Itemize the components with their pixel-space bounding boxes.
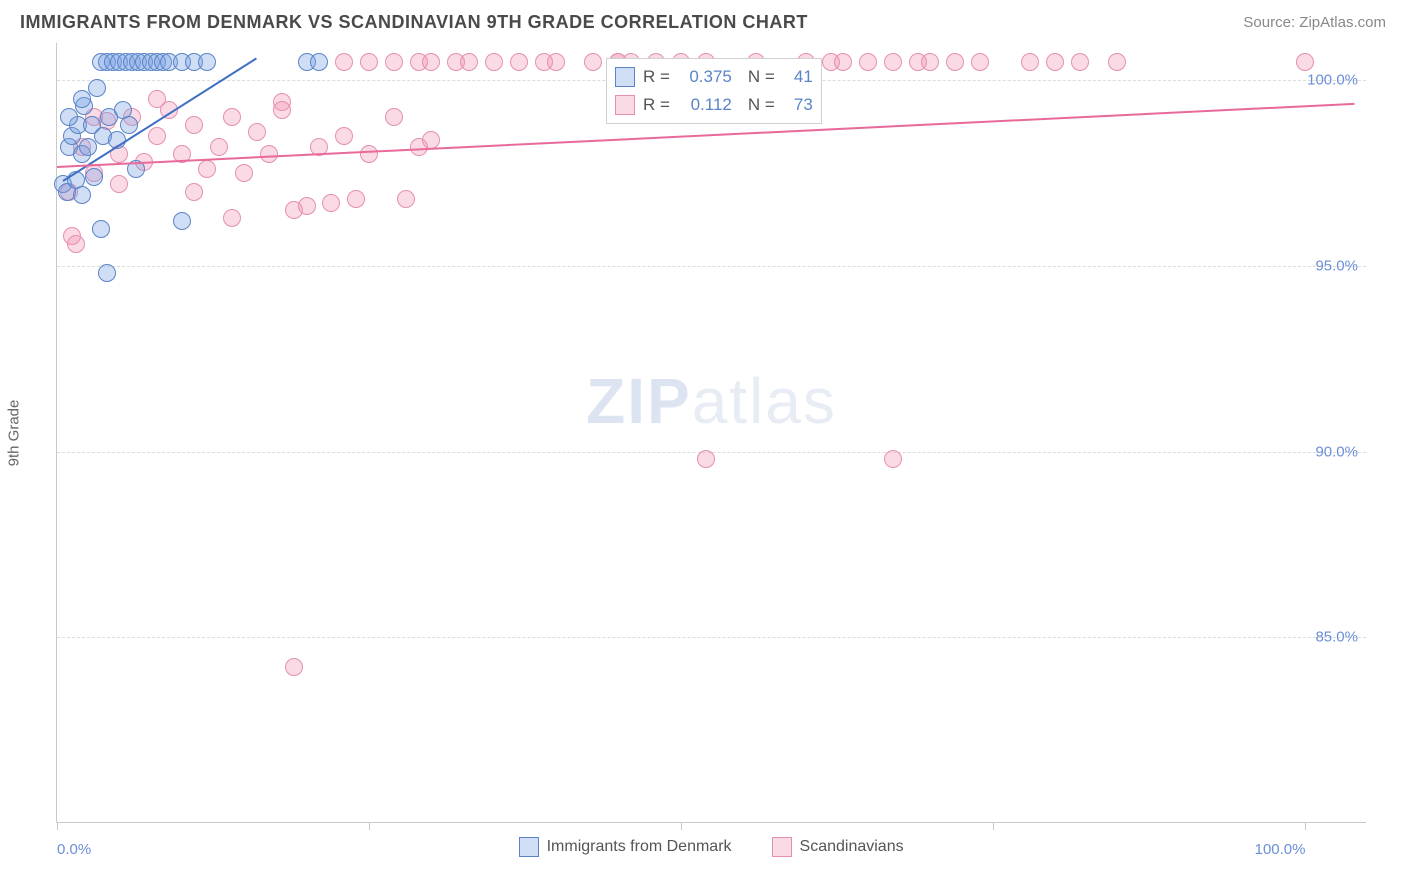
scatter-point-scand (322, 194, 340, 212)
stats-legend-box: R = 0.375 N = 41 R = 0.112 N = 73 (606, 58, 822, 124)
scatter-point-scand (510, 53, 528, 71)
scatter-point-denmark (88, 79, 106, 97)
grid-line (57, 637, 1366, 638)
scatter-point-scand (946, 53, 964, 71)
scatter-point-denmark (310, 53, 328, 71)
n-label: N = (748, 91, 775, 119)
y-axis-label: 9th Grade (6, 400, 23, 467)
scatter-point-scand (148, 127, 166, 145)
legend-swatch-scand (615, 95, 635, 115)
scatter-point-scand (185, 116, 203, 134)
scatter-point-scand (460, 53, 478, 71)
chart-container: 9th Grade ZIPatlas 85.0%90.0%95.0%100.0%… (20, 43, 1386, 823)
r-value: 0.112 (678, 91, 732, 119)
x-tick (369, 822, 370, 830)
scatter-point-scand (1021, 53, 1039, 71)
scatter-point-scand (385, 108, 403, 126)
scatter-point-denmark (173, 212, 191, 230)
n-value: 73 (783, 91, 813, 119)
scatter-point-scand (185, 183, 203, 201)
x-tick-label: 0.0% (57, 841, 91, 858)
scatter-point-scand (235, 164, 253, 182)
stats-row-scand: R = 0.112 N = 73 (615, 91, 813, 119)
scatter-point-scand (834, 53, 852, 71)
scatter-point-denmark (98, 264, 116, 282)
x-tick (57, 822, 58, 830)
x-tick (993, 822, 994, 830)
scatter-point-scand (1108, 53, 1126, 71)
grid-line (57, 266, 1366, 267)
x-tick (1305, 822, 1306, 830)
scatter-plot: ZIPatlas 85.0%90.0%95.0%100.0%0.0%100.0%… (56, 43, 1366, 823)
legend-label: Scandinavians (800, 838, 904, 856)
scatter-point-scand (223, 108, 241, 126)
source-name: ZipAtlas.com (1299, 14, 1386, 31)
scatter-point-scand (335, 53, 353, 71)
scatter-point-scand (285, 658, 303, 676)
scatter-point-scand (360, 53, 378, 71)
stats-row-denmark: R = 0.375 N = 41 (615, 63, 813, 91)
n-value: 41 (783, 63, 813, 91)
scatter-point-scand (248, 123, 266, 141)
scatter-point-scand (63, 227, 81, 245)
y-tick-label: 85.0% (1315, 629, 1358, 646)
y-tick-label: 95.0% (1315, 257, 1358, 274)
scatter-point-scand (1046, 53, 1064, 71)
scatter-point-scand (1296, 53, 1314, 71)
scatter-point-scand (397, 190, 415, 208)
scatter-point-denmark (92, 220, 110, 238)
scatter-point-scand (859, 53, 877, 71)
source-label: Source: (1243, 14, 1295, 31)
scatter-point-scand (921, 53, 939, 71)
x-tick-label: 100.0% (1255, 841, 1306, 858)
scatter-point-scand (210, 138, 228, 156)
scatter-point-scand (347, 190, 365, 208)
legend-swatch-denmark (519, 837, 539, 857)
scatter-point-scand (110, 175, 128, 193)
r-label: R = (643, 63, 670, 91)
watermark: ZIPatlas (586, 364, 837, 438)
scatter-point-scand (273, 101, 291, 119)
watermark-rest: atlas (692, 365, 837, 437)
watermark-bold: ZIP (586, 365, 692, 437)
r-label: R = (643, 91, 670, 119)
bottom-legend: Immigrants from Denmark Scandinavians (519, 837, 904, 857)
scatter-point-scand (485, 53, 503, 71)
scatter-point-scand (884, 53, 902, 71)
legend-item-scand: Scandinavians (772, 837, 904, 857)
scatter-point-scand (971, 53, 989, 71)
scatter-point-denmark (73, 186, 91, 204)
legend-item-denmark: Immigrants from Denmark (519, 837, 732, 857)
scatter-point-denmark (85, 168, 103, 186)
source-attribution: Source: ZipAtlas.com (1243, 14, 1386, 31)
x-tick (681, 822, 682, 830)
scatter-point-denmark (60, 108, 78, 126)
scatter-point-denmark (79, 138, 97, 156)
scatter-point-scand (697, 450, 715, 468)
scatter-point-scand (223, 209, 241, 227)
scatter-point-scand (385, 53, 403, 71)
y-tick-label: 100.0% (1307, 72, 1358, 89)
scatter-point-denmark (120, 116, 138, 134)
scatter-point-scand (422, 131, 440, 149)
scatter-point-scand (1071, 53, 1089, 71)
chart-title: IMMIGRANTS FROM DENMARK VS SCANDINAVIAN … (20, 12, 808, 33)
scatter-point-denmark (198, 53, 216, 71)
scatter-point-scand (198, 160, 216, 178)
scatter-point-scand (298, 197, 316, 215)
scatter-point-scand (360, 145, 378, 163)
scatter-point-scand (335, 127, 353, 145)
legend-label: Immigrants from Denmark (547, 838, 732, 856)
scatter-point-scand (148, 90, 166, 108)
scatter-point-scand (547, 53, 565, 71)
y-tick-label: 90.0% (1315, 443, 1358, 460)
legend-swatch-denmark (615, 67, 635, 87)
scatter-point-scand (884, 450, 902, 468)
scatter-point-scand (584, 53, 602, 71)
n-label: N = (748, 63, 775, 91)
r-value: 0.375 (678, 63, 732, 91)
legend-swatch-scand (772, 837, 792, 857)
scatter-point-scand (422, 53, 440, 71)
scatter-point-denmark (73, 90, 91, 108)
